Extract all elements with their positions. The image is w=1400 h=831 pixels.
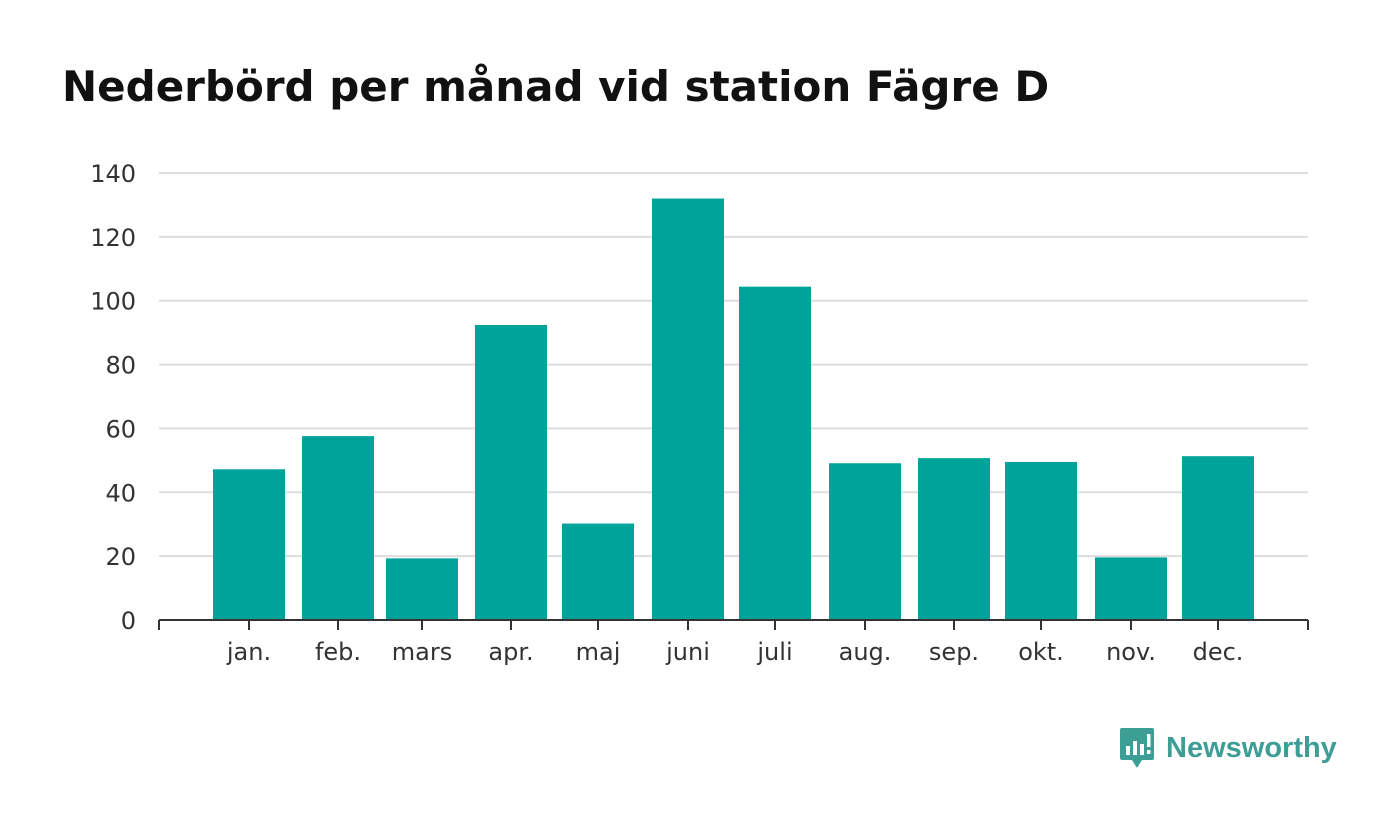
bar-mars (386, 558, 458, 620)
y-tick-label: 100 (90, 288, 136, 316)
bar-okt (1005, 461, 1077, 620)
x-tick-label: nov. (1106, 638, 1156, 666)
bar-apr (475, 324, 547, 620)
x-tick-label: aug. (839, 638, 892, 666)
bar-dec (1182, 456, 1254, 620)
brand-logo: Newsworthy (1118, 726, 1337, 770)
bar-nov (1095, 557, 1167, 620)
y-tick-label: 80 (105, 352, 136, 380)
y-tick-label: 0 (121, 607, 136, 635)
y-tick-label: 20 (105, 543, 136, 571)
brand-name: Newsworthy (1166, 731, 1337, 764)
y-tick-label: 140 (90, 160, 136, 188)
y-tick-label: 60 (105, 415, 136, 443)
x-tick-label: maj (576, 638, 621, 666)
bar-juli (739, 286, 811, 620)
bar-juni (652, 198, 724, 621)
x-tick-label: juli (756, 638, 792, 666)
bar-jan (213, 469, 285, 620)
y-tick-label: 120 (90, 224, 136, 252)
bar-aug (829, 463, 901, 620)
x-tick-label: sep. (929, 638, 979, 666)
x-tick-label: juni (665, 638, 710, 666)
y-tick-label: 40 (105, 479, 136, 507)
bar-feb (302, 436, 374, 620)
newsworthy-logo-icon (1118, 726, 1156, 770)
x-tick-label: dec. (1193, 638, 1244, 666)
x-tick-label: feb. (315, 638, 361, 666)
x-tick-label: mars (392, 638, 452, 666)
bar-chart: 0 20 40 60 80 100 120 140 jan. feb. mars apr. maj jun… (90, 160, 1309, 666)
bar-sep (918, 458, 990, 620)
bar-maj (562, 523, 634, 620)
chart-title: Nederbörd per månad vid station Fägre D (62, 62, 1050, 111)
x-tick-label: okt. (1018, 638, 1064, 666)
x-tick-label: apr. (488, 638, 533, 666)
x-tick-label: jan. (226, 638, 271, 666)
